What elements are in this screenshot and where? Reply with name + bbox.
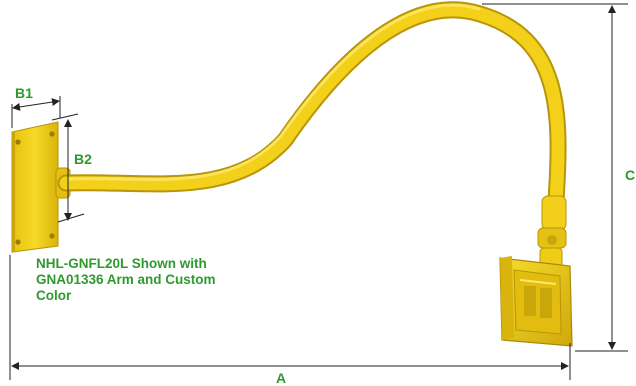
gooseneck-arm (57, 1, 567, 239)
caption-line: Color (36, 288, 72, 303)
caption-line: GNA01336 Arm and Custom (36, 272, 216, 287)
mounting-screw-icon (15, 239, 21, 245)
product-caption: NHL-GNFL20L Shown with GNA01336 Arm and … (36, 256, 276, 304)
mounting-screw-icon (15, 139, 21, 145)
dimension-lines (9, 3, 628, 380)
swivel-knuckle (537, 195, 567, 269)
caption-line: NHL-GNFL20L Shown with (36, 256, 207, 271)
mounting-screw-icon (49, 131, 55, 137)
dimension-label-a: A (276, 370, 286, 386)
flood-light-head (499, 256, 573, 347)
dimension-label-b2: B2 (74, 151, 92, 167)
dimension-label-b1: B1 (15, 85, 33, 101)
mounting-screw-icon (49, 233, 55, 239)
dimension-label-c: C (625, 167, 635, 183)
